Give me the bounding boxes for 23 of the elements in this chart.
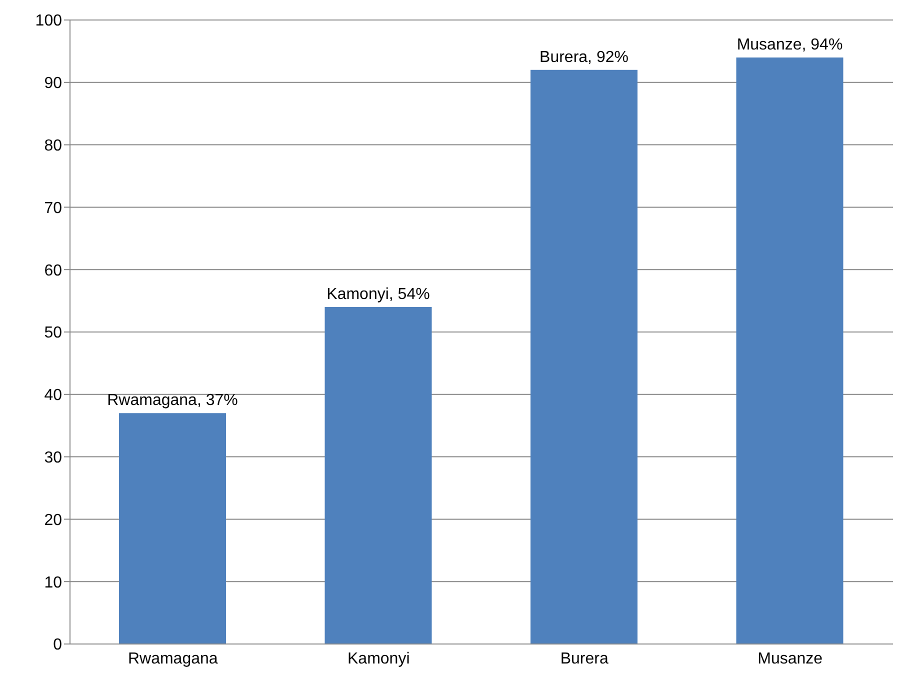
bar bbox=[736, 57, 844, 644]
data-label: Musanze, 94% bbox=[736, 36, 843, 54]
bar bbox=[324, 307, 432, 644]
x-tick-label: Burera bbox=[560, 650, 608, 668]
y-tick-label: 100 bbox=[35, 12, 62, 30]
y-tick-label: 80 bbox=[44, 137, 62, 154]
x-tick-label: Musanze bbox=[758, 650, 823, 668]
y-tick-label: 90 bbox=[44, 75, 62, 92]
y-tick-label: 30 bbox=[44, 449, 62, 466]
y-tick-label: 40 bbox=[44, 387, 62, 404]
y-tick-label: 50 bbox=[44, 324, 62, 342]
x-tick-label: Kamonyi bbox=[348, 650, 410, 668]
y-tick-label: 10 bbox=[44, 574, 62, 592]
bar bbox=[119, 413, 226, 644]
y-tick-label: 60 bbox=[44, 262, 62, 280]
data-label: Burera, 92% bbox=[540, 48, 628, 66]
x-tick-label: Rwamagana bbox=[128, 650, 218, 668]
y-tick-label: 20 bbox=[44, 512, 62, 529]
data-label: Rwamagana, 37% bbox=[107, 392, 238, 410]
y-tick-label: 0 bbox=[53, 636, 62, 654]
bar bbox=[530, 70, 638, 644]
data-label: Kamonyi, 54% bbox=[326, 286, 430, 304]
y-tick-label: 70 bbox=[44, 200, 62, 217]
